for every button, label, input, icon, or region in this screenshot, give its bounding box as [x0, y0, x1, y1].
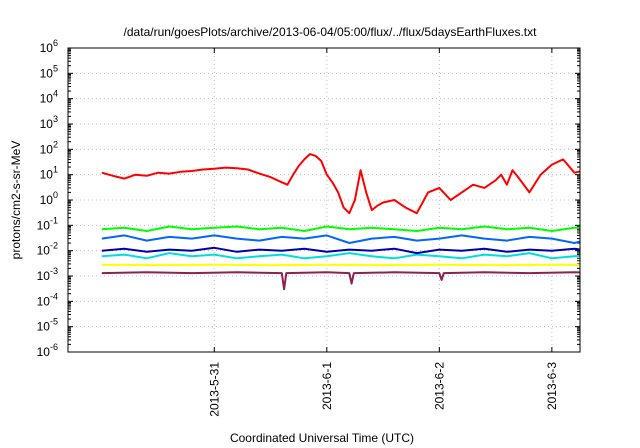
y-tick-label: 100 [40, 190, 58, 207]
y-axis-label: protons/cm2-s-sr-MeV [9, 141, 23, 260]
y-tick-label: 10-3 [37, 266, 58, 283]
y-tick-label: 10-2 [37, 241, 58, 258]
series-line-4 [101, 246, 580, 255]
y-tick-label: 10-5 [37, 317, 58, 334]
plot-frame [67, 47, 581, 353]
series-line-1 [101, 225, 580, 232]
y-tick-label: 103 [40, 114, 58, 131]
series-layer [101, 153, 580, 291]
y-tick-label: 10-6 [37, 342, 58, 359]
series-line-3 [101, 252, 580, 260]
series-line-6 [101, 271, 580, 291]
y-tick-label: 102 [40, 139, 58, 156]
y-tick-label: 10-4 [37, 291, 58, 308]
y-tick-labels: 10-6 10-5 10-4 10-3 10-2 10-1 100 101 102 103 104 1… [37, 38, 58, 359]
x-tick-label: 2013-6-3 [545, 362, 559, 410]
x-tick-labels: 2013-5-312013-6-12013-6-22013-6-32013-6-… [207, 362, 559, 417]
series-line-2 [101, 234, 580, 244]
x-tick-label: 2013-6-1 [320, 362, 334, 410]
series-line-0 [101, 153, 580, 215]
x-axis-label: Coordinated Universal Time (UTC) [230, 431, 414, 445]
y-tick-label: 10-1 [37, 215, 58, 232]
x-tick-label: 2013-5-31 [207, 362, 221, 417]
x-tick-label: 2013-6-2 [432, 362, 446, 410]
y-tick-label: 104 [40, 89, 58, 106]
y-tick-label: 105 [40, 63, 58, 80]
chart-title: /data/run/goesPlots/archive/2013-06-04/0… [124, 25, 538, 39]
y-tick-label: 106 [40, 38, 58, 55]
y-tick-label: 101 [40, 165, 58, 182]
